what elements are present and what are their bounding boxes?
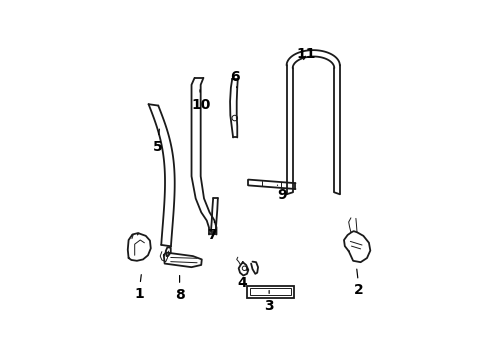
Text: 11: 11 [297,47,317,61]
Text: 6: 6 [230,70,239,87]
Text: 5: 5 [152,129,162,154]
Text: 4: 4 [237,269,247,290]
Text: 3: 3 [264,291,274,313]
Text: 7: 7 [207,221,217,242]
Text: 8: 8 [175,275,184,302]
Bar [247,286,294,298]
Text: 9: 9 [277,185,287,202]
Bar [250,288,292,296]
Text: 1: 1 [134,275,144,301]
Text: 10: 10 [191,90,210,112]
Text: 2: 2 [354,269,364,297]
